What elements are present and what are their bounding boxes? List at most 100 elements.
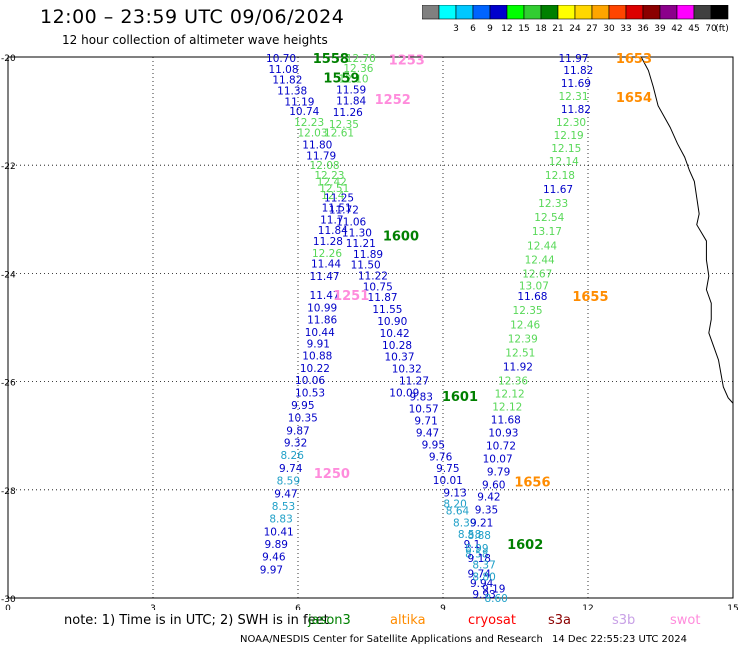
wave-height-value: 9.47 bbox=[274, 489, 297, 501]
wave-height-value: 11.47 bbox=[310, 290, 340, 302]
wave-height-value: 11.30 bbox=[342, 227, 372, 239]
wave-height-value: 11.68 bbox=[491, 414, 521, 426]
wave-height-value: 8.64 bbox=[446, 505, 470, 517]
legend-label: 45 bbox=[688, 24, 699, 34]
legend-label: 21 bbox=[552, 24, 563, 34]
wave-height-value: 10.28 bbox=[382, 340, 412, 352]
wave-height-value: 8.59 bbox=[277, 476, 300, 488]
wave-height-value: 12.42 bbox=[317, 176, 347, 188]
wave-height-value: 11.67 bbox=[543, 184, 573, 196]
wave-height-value: 10.72 bbox=[486, 440, 516, 452]
wave-height-value: 9.19 bbox=[482, 583, 505, 595]
wave-height-value: 9.46 bbox=[262, 551, 286, 563]
wave-height-value: 11.82 bbox=[272, 75, 302, 87]
wave-height-value: 10.06 bbox=[295, 375, 325, 387]
legend-label: 33 bbox=[620, 24, 631, 34]
wave-height-value: 9.95 bbox=[291, 400, 314, 412]
wave-height-value: 10.53 bbox=[295, 387, 325, 399]
wave-height-value: 11.84 bbox=[336, 95, 366, 107]
wave-height-value: 8.26 bbox=[281, 450, 305, 462]
legend-label: 27 bbox=[586, 24, 597, 34]
wave-height-value: 9.87 bbox=[286, 425, 309, 437]
x-tick-label: 3 bbox=[150, 604, 156, 610]
wave-height-value: 11.68 bbox=[517, 291, 547, 303]
satellite-name: altika bbox=[390, 613, 426, 628]
wave-height-value: 12.51 bbox=[319, 183, 349, 195]
wave-height-value: 10.70 bbox=[266, 53, 296, 65]
wave-height-value: 11.92 bbox=[503, 361, 533, 373]
legend-label: 24 bbox=[569, 24, 581, 34]
wave-height-value: 9.74 bbox=[279, 463, 303, 475]
x-tick-label: 9 bbox=[440, 604, 446, 610]
pass-label: 1655 bbox=[572, 290, 608, 305]
wave-height-value: 12.46 bbox=[510, 319, 540, 331]
wave-height-value: 10.09 bbox=[389, 387, 419, 399]
pass-label: 1653 bbox=[616, 52, 652, 67]
wave-height-value: 10.22 bbox=[300, 363, 330, 375]
chart-subtitle: 12 hour collection of altimeter wave hei… bbox=[62, 33, 328, 47]
wave-height-value: 11.21 bbox=[346, 238, 376, 250]
wave-height-value: 10.99 bbox=[307, 302, 337, 314]
wave-height-value: 12.67 bbox=[522, 268, 552, 280]
wave-height-value: 9.75 bbox=[436, 463, 459, 475]
wave-height-value: 8.39 bbox=[453, 517, 476, 529]
footer-note: note: 1) Time is in UTC; 2) SWH is in fe… bbox=[64, 613, 329, 628]
wave-height-value: 9.95 bbox=[422, 439, 445, 451]
satellite-name: cryosat bbox=[468, 613, 516, 628]
wave-height-value: 11.80 bbox=[302, 140, 332, 152]
wave-height-value: 8.60 bbox=[484, 593, 507, 605]
wave-height-value: 9.94 bbox=[470, 578, 494, 590]
footer-credit: NOAA/NESDIS Center for Satellite Applica… bbox=[240, 634, 543, 645]
wave-height-value: 10.57 bbox=[409, 404, 439, 416]
wave-height-value: 12.10 bbox=[339, 74, 369, 86]
wave-height-value: 11.26 bbox=[333, 107, 363, 119]
wave-height-value: 8.80 bbox=[472, 571, 495, 583]
wave-height-value: 9.83 bbox=[410, 392, 433, 404]
wave-height-value: 12.51 bbox=[505, 347, 535, 359]
wave-height-value: 12.54 bbox=[534, 212, 564, 224]
color-legend: 3 6 9 12 15 18 21 24 27 30 33 36 39 42 45 70(ft) bbox=[422, 5, 729, 34]
wave-height-chart: 0 3 6 9 12 15-20-22-24-26-28-3010.7011.0811.8… bbox=[1, 52, 739, 610]
legend-swatch bbox=[710, 5, 729, 20]
wave-height-value: 13.07 bbox=[519, 280, 549, 292]
wave-height-value: 11.06 bbox=[336, 216, 366, 228]
wave-height-value: 10.75 bbox=[363, 281, 393, 293]
wave-height-value: 12.08 bbox=[310, 160, 340, 172]
legend-label: 3 bbox=[453, 24, 459, 34]
wave-height-value: 12.15 bbox=[551, 143, 581, 155]
wave-height-value: 9.76 bbox=[429, 451, 453, 463]
wave-height-value: 12.14 bbox=[549, 156, 579, 168]
wave-height-value: 10.88 bbox=[302, 351, 332, 363]
wave-height-value: 8.58 bbox=[458, 529, 481, 541]
wave-height-value: 10.32 bbox=[392, 364, 422, 376]
y-tick-label: -22 bbox=[1, 162, 16, 172]
wave-height-value: 8.37 bbox=[472, 559, 495, 571]
legend-label: 15 bbox=[518, 24, 529, 34]
legend-label: 9 bbox=[487, 24, 493, 34]
satellite-name: s3b bbox=[612, 613, 636, 628]
wave-height-value: 9.21 bbox=[470, 517, 493, 529]
wave-height-value: 9.1 bbox=[464, 539, 481, 551]
wave-height-value: 11.89 bbox=[353, 249, 383, 261]
wave-height-value: 11.97 bbox=[558, 53, 588, 65]
pass-label: 1602 bbox=[507, 538, 543, 553]
pass-label: 1252 bbox=[375, 93, 411, 108]
wave-height-value: 12.44 bbox=[525, 254, 555, 266]
wave-height-value: 8.83 bbox=[269, 513, 292, 525]
legend-label: 12 bbox=[501, 24, 512, 34]
wave-height-value: 8.88 bbox=[468, 530, 491, 542]
wave-height-value: 8.53 bbox=[272, 501, 295, 513]
legend-label: 70 bbox=[705, 24, 717, 34]
y-tick-label: -30 bbox=[1, 595, 16, 605]
wave-height-value: 10.90 bbox=[377, 316, 407, 328]
wave-height-value: 12.03 bbox=[297, 128, 327, 140]
wave-height-value: 11.19 bbox=[284, 96, 314, 108]
wave-height-value: 8.58 bbox=[465, 549, 488, 561]
y-tick-label: -20 bbox=[1, 54, 16, 64]
wave-height-value: 9.91 bbox=[307, 339, 330, 351]
wave-height-value: 12.61 bbox=[324, 128, 354, 140]
wave-height-value: 11.51 bbox=[322, 202, 352, 214]
wave-height-value: 11.82 bbox=[561, 104, 591, 116]
pass-label: 1656 bbox=[514, 476, 550, 491]
satellite-name: jason3 bbox=[308, 613, 351, 628]
